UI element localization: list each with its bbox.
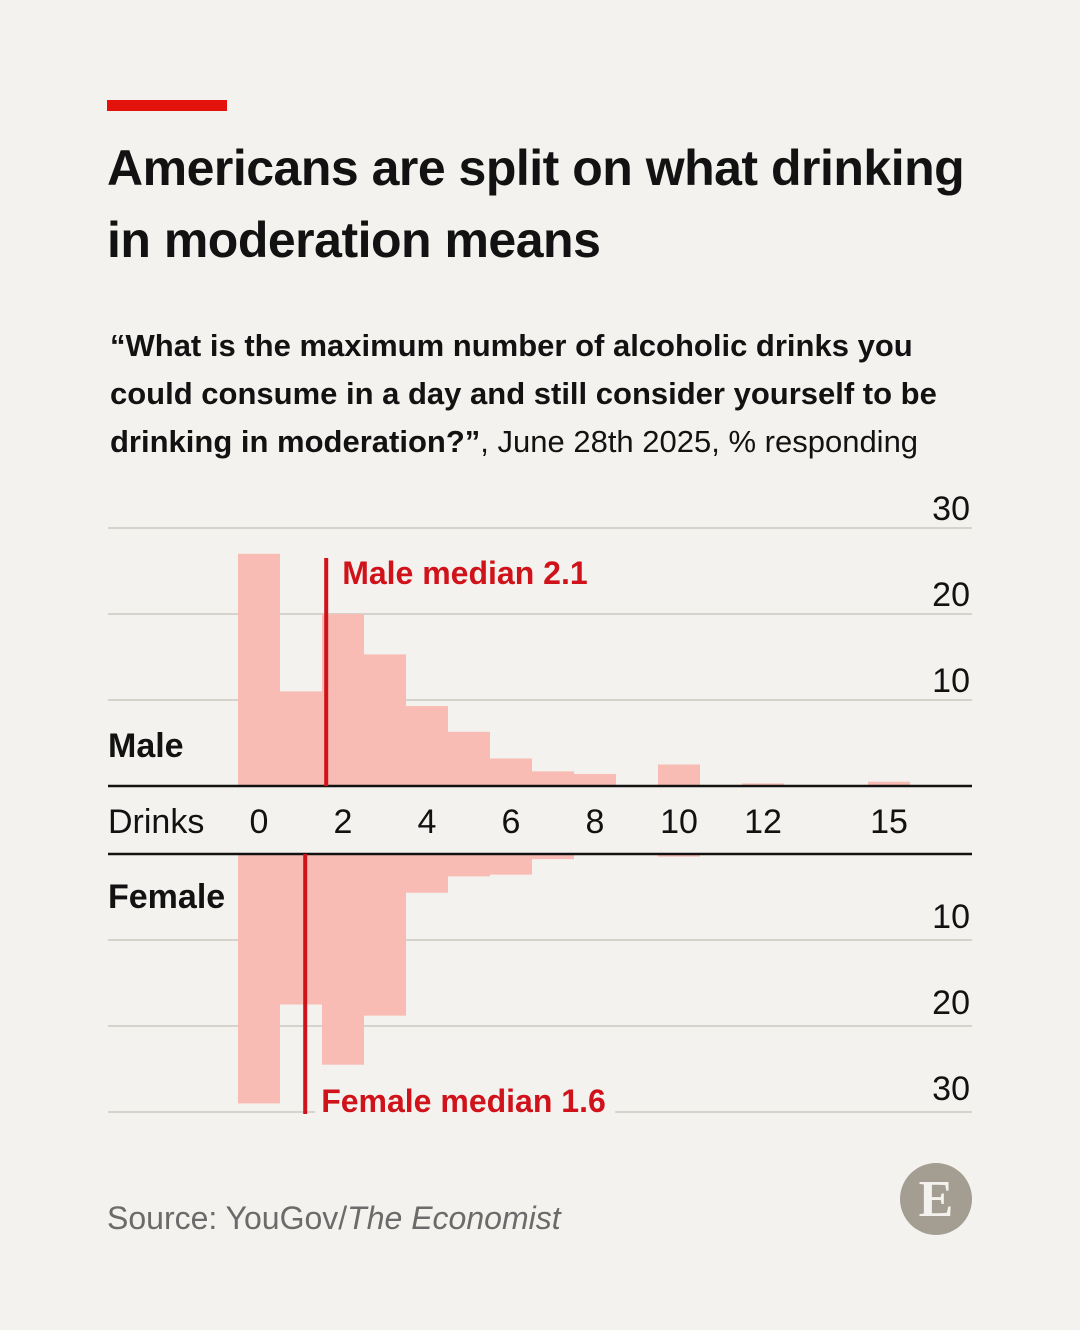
female-bar-1 bbox=[280, 854, 322, 1005]
male-bar-10 bbox=[658, 764, 700, 786]
chart-title: Americans are split on what drinking in … bbox=[107, 140, 965, 268]
female-bar-5 bbox=[448, 854, 490, 877]
male-y-tick-20: 20 bbox=[932, 576, 970, 614]
female-y-tick-10: 10 bbox=[932, 898, 970, 936]
x-axis-label: Drinks bbox=[108, 803, 204, 841]
female-bar-10 bbox=[658, 854, 700, 857]
male-y-tick-30: 30 bbox=[932, 490, 970, 528]
female-series-label: Female bbox=[108, 878, 225, 916]
accent-rule bbox=[107, 100, 227, 111]
x-tick-8: 8 bbox=[586, 803, 605, 841]
x-tick-10: 10 bbox=[660, 803, 698, 841]
female-median-label-bg bbox=[315, 1078, 616, 1122]
drinks-histogram-chart: 10 10 20 20 30 30 Drinks 0 2 4 6 8 10 12 15 Male Female M… bbox=[108, 490, 972, 1122]
male-bar-2 bbox=[322, 614, 364, 786]
female-y-tick-20: 20 bbox=[932, 984, 970, 1022]
female-bar-4 bbox=[406, 854, 448, 893]
survey-meta: , June 28th 2025, % responding bbox=[480, 424, 919, 459]
male-bar-4 bbox=[406, 706, 448, 786]
female-bar-2 bbox=[322, 854, 364, 1065]
source-prefix: Source: YouGov/ bbox=[107, 1200, 348, 1236]
logo-letter: E bbox=[918, 1170, 954, 1228]
male-series-label: Male bbox=[108, 727, 184, 765]
x-tick-6: 6 bbox=[502, 803, 521, 841]
x-tick-15: 15 bbox=[870, 803, 908, 841]
male-median-label: Male median 2.1 bbox=[342, 555, 587, 591]
male-bar-8 bbox=[574, 773, 616, 786]
survey-question: “What is the maximum number of alcoholic… bbox=[110, 328, 937, 459]
male-bar-6 bbox=[490, 758, 532, 786]
male-bar-1 bbox=[280, 691, 322, 786]
male-bar-12 bbox=[742, 783, 784, 786]
x-tick-4: 4 bbox=[418, 803, 437, 841]
female-bar-7 bbox=[532, 854, 574, 860]
x-tick-0: 0 bbox=[250, 803, 269, 841]
female-bar-6 bbox=[490, 854, 532, 875]
male-y-tick-10: 10 bbox=[932, 662, 970, 700]
chart-subtitle: “What is the maximum number of alcoholic… bbox=[110, 322, 990, 466]
female-y-tick-30: 30 bbox=[932, 1070, 970, 1108]
male-bar-5 bbox=[448, 731, 490, 786]
male-bar-15 bbox=[868, 781, 910, 786]
male-bar-3 bbox=[364, 654, 406, 786]
source-publication: The Economist bbox=[347, 1200, 561, 1236]
x-tick-2: 2 bbox=[334, 803, 353, 841]
female-bar-0 bbox=[238, 854, 280, 1104]
x-tick-12: 12 bbox=[744, 803, 782, 841]
economist-logo: E bbox=[900, 1163, 972, 1235]
female-bar-3 bbox=[364, 854, 406, 1016]
male-bar-0 bbox=[238, 553, 280, 786]
female-median-label: Female median 1.6 bbox=[321, 1083, 606, 1119]
source-note: Source: YouGov/The Economist bbox=[107, 1200, 561, 1237]
male-bar-7 bbox=[532, 771, 574, 786]
